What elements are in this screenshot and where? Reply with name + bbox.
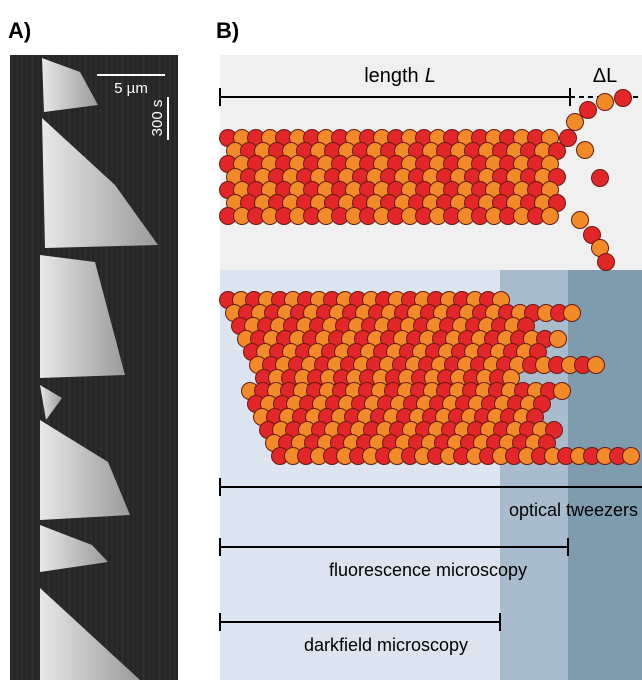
length-symbol: L [425,65,436,87]
length-label: length L [364,65,436,87]
tubulin [542,208,559,225]
tubulin [550,331,567,348]
tubulin [577,142,594,159]
panel-label: B) [216,18,239,43]
scale-label: 5 µm [114,80,148,97]
tubulin [554,383,571,400]
panel-label: A) [8,18,31,43]
tubulin [567,114,584,131]
tubulin [592,170,609,187]
method-label: darkfield microscopy [304,635,468,655]
tubulin [598,254,615,271]
tubulin [615,90,632,107]
tubulin [572,212,589,229]
scale-label: 300 s [149,100,166,137]
method-label: optical tweezers [509,500,638,520]
resolution-band [568,270,642,680]
figure: A) 5 µm 300 s B) length L ΔL optical twee… [0,0,642,680]
tubulin [560,130,577,147]
delta-label: ΔL [593,65,617,87]
tubulin [623,448,640,465]
tubulin [597,94,614,111]
tubulin [564,305,581,322]
tubulin [588,357,605,374]
method-label: fluorescence microscopy [329,560,527,580]
length-word: length [364,65,419,87]
tubulin [580,102,597,119]
